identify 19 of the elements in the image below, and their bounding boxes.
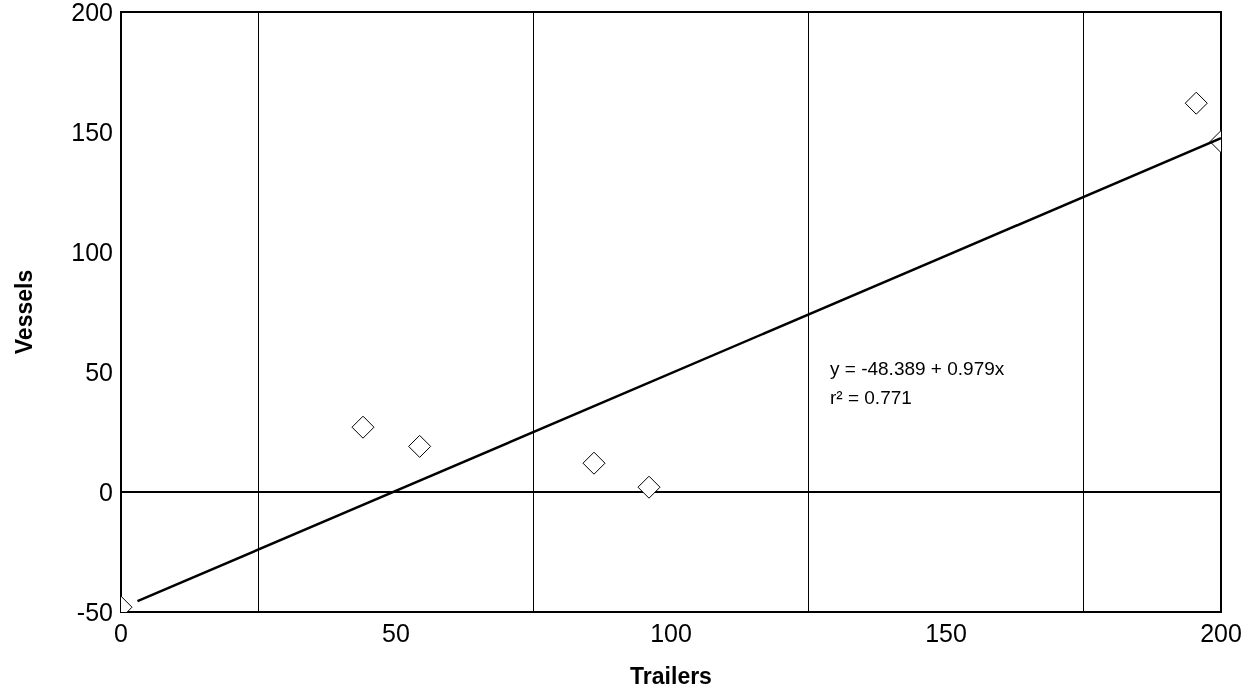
y-tick-label: 100	[71, 237, 113, 266]
point	[582, 451, 606, 475]
annotation: r² = 0.771	[830, 387, 912, 408]
x-tick-label: 50	[382, 619, 410, 647]
y-axis-title: Vessels	[11, 269, 37, 355]
y-tick-label: -50	[76, 597, 113, 626]
y-tick-label: 0	[99, 477, 113, 506]
point	[637, 475, 661, 499]
point	[1184, 91, 1208, 115]
point	[351, 415, 375, 439]
y-tick-label: 150	[71, 117, 113, 146]
point	[408, 434, 432, 458]
x-tick-label: 200	[1200, 619, 1242, 647]
x-tick-label: 150	[925, 619, 967, 647]
annotation: y = -48.389 + 0.979x	[830, 358, 1005, 379]
x-axis-title: Trailers	[630, 663, 712, 689]
x-tick-label: 100	[650, 619, 692, 647]
y-tick-label: 200	[71, 0, 113, 26]
y-tick-label: 50	[85, 357, 113, 386]
